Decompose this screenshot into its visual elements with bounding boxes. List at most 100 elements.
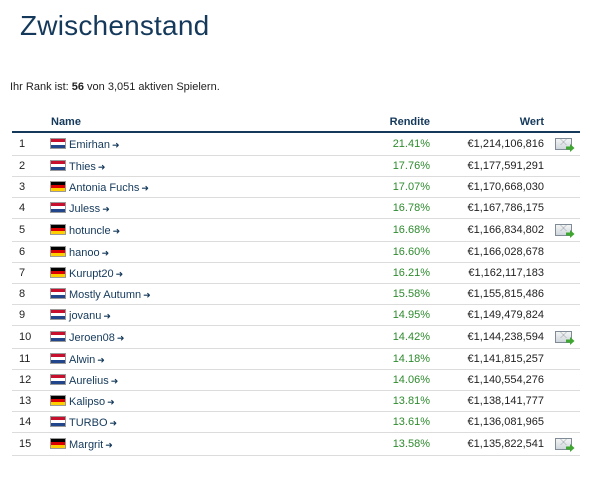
netherlands-flag-icon (50, 159, 66, 171)
player-name-link[interactable]: Emirhan (69, 138, 110, 151)
arrow-right-icon[interactable]: ➜ (97, 354, 105, 365)
message-envelope-icon[interactable] (554, 224, 575, 239)
arrow-right-icon[interactable]: ➜ (101, 247, 110, 258)
row-value: €1,140,554,276 (432, 369, 546, 391)
player-name-link[interactable]: Mostly Autumn (69, 288, 142, 301)
row-value: €1,138,141,777 (432, 390, 546, 412)
arrow-right-icon[interactable]: ➜ (111, 139, 120, 150)
header-name[interactable]: Name (50, 114, 320, 133)
row-message-cell (546, 176, 580, 198)
row-rank: 12 (12, 369, 50, 391)
row-player: Alwin ➜ (50, 348, 320, 370)
table-row: 9 jovanu ➜ 14.95% €1,149,479,824 (12, 304, 580, 326)
send-arrow-icon (565, 144, 575, 153)
netherlands-flag-icon (50, 308, 66, 320)
row-return: 13.58% (320, 432, 432, 456)
row-rank: 5 (12, 218, 50, 242)
arrow-right-icon[interactable]: ➜ (103, 310, 111, 321)
row-return: 16.68% (320, 218, 432, 242)
arrow-right-icon[interactable]: ➜ (110, 375, 119, 386)
player-name-link[interactable]: Jeroen08 (69, 331, 115, 344)
row-return: 21.41% (320, 132, 432, 156)
arrow-right-icon[interactable]: ➜ (112, 225, 121, 236)
row-message-cell (546, 369, 580, 391)
table-row: 12 Aurelius ➜ 14.06% €1,140,554,276 (12, 369, 580, 391)
table-row: 8 Mostly Autumn ➜ 15.58% €1,155,815,486 (12, 283, 580, 305)
table-header-row: Name Rendite Wert (12, 114, 580, 133)
arrow-right-icon[interactable]: ➜ (97, 161, 106, 172)
table-row: 14 TURBO ➜ 13.61% €1,136,081,965 (12, 411, 580, 433)
player-name-link[interactable]: jovanu (69, 309, 102, 322)
table-row: 15 Margrit ➜ 13.58% €1,135,822,541 (12, 432, 580, 456)
arrow-right-icon[interactable]: ➜ (105, 439, 113, 450)
row-return: 16.60% (320, 241, 432, 263)
row-value: €1,136,081,965 (432, 411, 546, 433)
arrow-right-icon[interactable]: ➜ (116, 332, 125, 343)
arrow-right-icon[interactable]: ➜ (115, 268, 124, 279)
row-return: 14.18% (320, 348, 432, 370)
row-player: hotuncle ➜ (50, 218, 320, 242)
table-row: 7 Kurupt20 ➜ 16.21% €1,162,117,183 (12, 262, 580, 284)
row-message-cell (546, 390, 580, 412)
row-player: jovanu ➜ (50, 304, 320, 326)
germany-flag-icon (50, 394, 66, 406)
row-value: €1,166,834,802 (432, 218, 546, 242)
rank-info: Ihr Rank ist: 56 von 3,051 aktiven Spiel… (10, 81, 220, 93)
header-value[interactable]: Wert (432, 114, 546, 133)
row-return: 13.61% (320, 411, 432, 433)
table-row: 4 Juless ➜ 16.78% €1,167,786,175 (12, 197, 580, 219)
player-name-link[interactable]: Aurelius (69, 374, 109, 387)
row-message-cell (546, 241, 580, 263)
message-envelope-icon[interactable] (554, 331, 575, 346)
send-arrow-icon (565, 444, 575, 453)
row-value: €1,141,815,257 (432, 348, 546, 370)
arrow-right-icon[interactable]: ➜ (107, 396, 115, 407)
player-name-link[interactable]: hotuncle (69, 224, 111, 237)
row-rank: 4 (12, 197, 50, 219)
player-name-link[interactable]: Juless (69, 202, 101, 215)
player-name-link[interactable]: Margrit (69, 438, 104, 451)
player-name-link[interactable]: Kurupt20 (69, 267, 114, 280)
message-envelope-icon[interactable] (554, 138, 575, 153)
row-value: €1,162,117,183 (432, 262, 546, 284)
row-value: €1,149,479,824 (432, 304, 546, 326)
send-arrow-icon (565, 337, 575, 346)
row-rank: 11 (12, 348, 50, 370)
table-row: 3 Antonia Fuchs ➜ 17.07% €1,170,668,030 (12, 176, 580, 198)
row-return: 14.06% (320, 369, 432, 391)
row-rank: 1 (12, 132, 50, 156)
row-value: €1,166,028,678 (432, 241, 546, 263)
table-row: 1 Emirhan ➜ 21.41% €1,214,106,816 (12, 132, 580, 156)
row-return: 15.58% (320, 283, 432, 305)
row-rank: 13 (12, 390, 50, 412)
row-message-cell (546, 155, 580, 177)
row-player: Kalipso ➜ (50, 390, 320, 412)
arrow-right-icon[interactable]: ➜ (109, 417, 118, 428)
row-player: Mostly Autumn ➜ (50, 283, 320, 305)
row-value: €1,135,822,541 (432, 432, 546, 456)
row-player: Kurupt20 ➜ (50, 262, 320, 284)
arrow-right-icon[interactable]: ➜ (143, 289, 151, 300)
rank-suffix: von 3,051 aktiven Spielern. (84, 81, 220, 93)
player-name-link[interactable]: Antonia Fuchs (69, 181, 140, 194)
row-return: 14.95% (320, 304, 432, 326)
row-rank: 2 (12, 155, 50, 177)
player-name-link[interactable]: Thies (69, 160, 96, 173)
player-name-link[interactable]: TURBO (69, 416, 108, 429)
player-name-link[interactable]: Kalipso (69, 395, 106, 408)
arrow-right-icon[interactable]: ➜ (102, 203, 110, 214)
player-name-link[interactable]: hanoo (69, 246, 100, 259)
arrow-right-icon[interactable]: ➜ (141, 182, 149, 193)
row-message-cell (546, 132, 580, 156)
row-value: €1,170,668,030 (432, 176, 546, 198)
row-player: Juless ➜ (50, 197, 320, 219)
row-value: €1,155,815,486 (432, 283, 546, 305)
netherlands-flag-icon (50, 352, 66, 364)
message-envelope-icon[interactable] (554, 438, 575, 453)
rank-value: 56 (71, 81, 84, 93)
table-row: 2 Thies ➜ 17.76% €1,177,591,291 (12, 155, 580, 177)
row-player: hanoo ➜ (50, 241, 320, 263)
player-name-link[interactable]: Alwin (69, 353, 96, 366)
row-rank: 10 (12, 325, 50, 349)
header-return[interactable]: Rendite (320, 114, 432, 133)
